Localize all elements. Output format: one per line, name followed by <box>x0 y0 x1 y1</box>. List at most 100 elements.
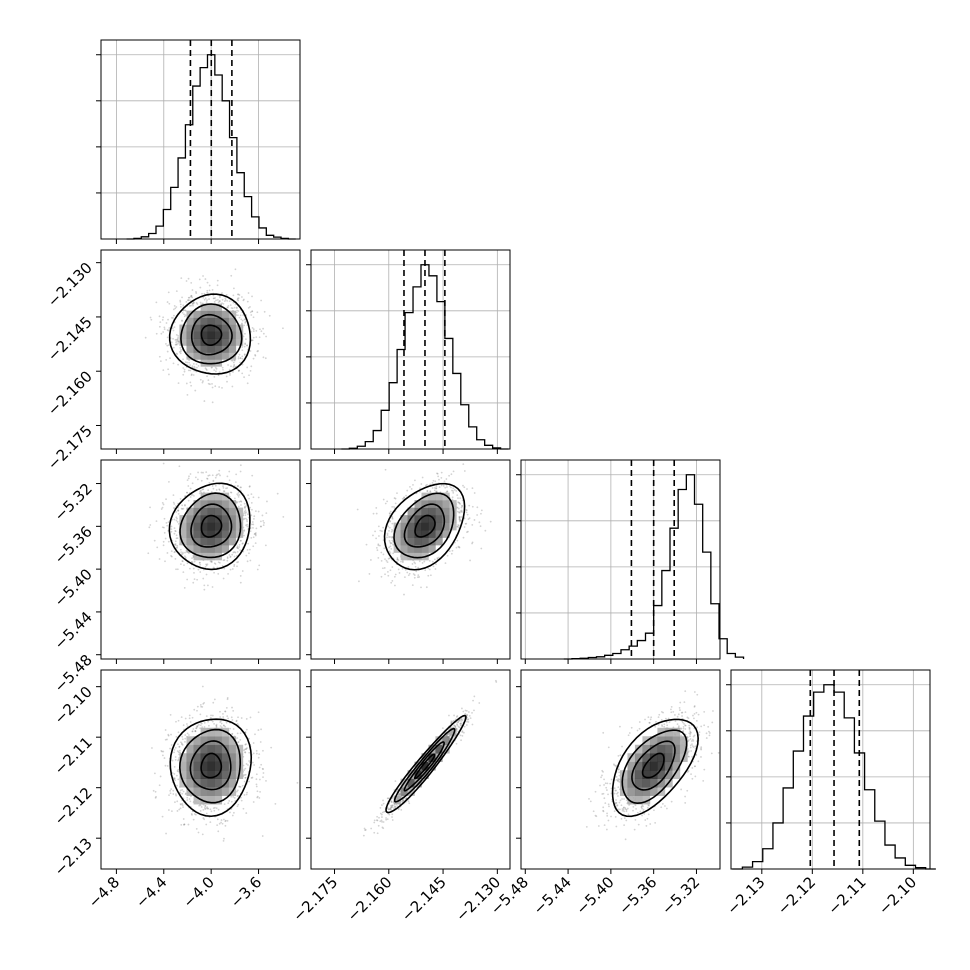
sample-point <box>194 730 197 732</box>
sample-point <box>455 716 458 718</box>
sample-point <box>606 812 608 815</box>
sample-point <box>243 324 246 327</box>
sample-point <box>181 789 184 791</box>
sample-point <box>700 747 702 750</box>
sample-point <box>246 747 248 749</box>
sample-point <box>243 376 245 379</box>
sample-point <box>450 552 453 555</box>
sample-point <box>646 806 649 809</box>
density-cell <box>634 761 643 771</box>
contour-0 <box>641 752 665 779</box>
sample-point <box>451 496 454 499</box>
density-cell <box>207 552 215 561</box>
sample-point <box>471 487 474 490</box>
sample-point <box>363 827 366 830</box>
density-cell <box>657 761 666 771</box>
sample-point <box>588 797 590 800</box>
sample-point <box>206 477 208 480</box>
sample-point <box>167 809 170 811</box>
sample-point <box>176 750 179 753</box>
sample-point <box>200 479 203 482</box>
density-cell <box>672 727 681 737</box>
sample-point <box>467 721 470 723</box>
density-cell <box>214 317 223 325</box>
sample-point <box>212 479 215 482</box>
density-cell <box>657 770 666 779</box>
sample-point <box>234 551 237 554</box>
sample-point <box>184 792 187 795</box>
sample-point <box>641 814 643 817</box>
sample-point <box>461 505 464 507</box>
sample-point <box>224 824 227 827</box>
sample-point <box>163 328 166 331</box>
density-cell <box>428 530 436 538</box>
sample-point <box>236 789 239 792</box>
sample-point <box>233 359 236 362</box>
sample-point <box>203 400 206 402</box>
sample-point <box>245 518 248 521</box>
sample-point <box>245 812 248 814</box>
sample-point <box>236 493 239 496</box>
sample-point <box>246 548 249 551</box>
sample-point <box>689 730 692 733</box>
sample-point <box>175 341 177 344</box>
sample-point <box>589 800 592 803</box>
sample-point <box>244 321 247 324</box>
sample-point <box>625 810 628 813</box>
sample-point <box>202 577 205 580</box>
diag-panel-3: −2.13 −2.12 −2.11 −2.10 <box>723 669 936 918</box>
sample-point <box>175 306 178 308</box>
sample-point <box>664 717 667 720</box>
density-cell <box>414 522 422 531</box>
sample-point <box>218 469 221 472</box>
sample-point <box>244 509 247 512</box>
sample-point <box>224 297 227 300</box>
sample-point <box>244 776 247 779</box>
sample-point <box>178 745 181 748</box>
sample-point <box>243 506 246 509</box>
sample-point <box>185 300 188 303</box>
sample-point <box>180 350 182 353</box>
density-cell <box>235 331 244 339</box>
sample-point <box>650 716 653 719</box>
sample-point <box>456 525 459 528</box>
panel-content <box>356 460 492 596</box>
sample-point <box>661 803 664 805</box>
sample-point <box>179 300 182 303</box>
sample-point <box>703 768 706 771</box>
sample-point <box>254 534 257 537</box>
sample-point <box>196 709 198 712</box>
sample-point <box>689 731 692 734</box>
sample-point <box>242 299 245 302</box>
sample-point <box>250 777 253 779</box>
density-cell <box>414 537 422 546</box>
density-cell <box>664 744 673 754</box>
sample-point <box>174 544 177 547</box>
sample-point <box>173 305 176 307</box>
density-cell <box>627 770 636 779</box>
sample-point <box>690 740 693 742</box>
sample-point <box>188 734 190 736</box>
sample-point <box>190 384 193 387</box>
sample-point <box>179 751 182 754</box>
sample-point <box>432 479 435 482</box>
sample-point <box>186 491 188 494</box>
sample-point <box>203 292 206 295</box>
sample-point <box>473 709 475 712</box>
sample-point <box>211 289 214 291</box>
sample-point <box>231 706 233 709</box>
sample-point <box>237 561 240 563</box>
sample-point <box>615 801 618 804</box>
sample-point <box>245 793 248 796</box>
sample-point <box>184 717 187 720</box>
sample-point <box>417 574 420 577</box>
density-cell <box>414 515 422 523</box>
sample-point <box>207 379 210 381</box>
sample-point <box>241 570 244 572</box>
sample-point <box>647 804 650 806</box>
sample-point <box>186 479 189 482</box>
pair-panel-3-2: −5.48−5.44−5.40−5.36−5.32 <box>487 669 721 918</box>
sample-point <box>217 830 220 833</box>
sample-point <box>247 292 250 294</box>
contour-3 <box>385 714 467 814</box>
